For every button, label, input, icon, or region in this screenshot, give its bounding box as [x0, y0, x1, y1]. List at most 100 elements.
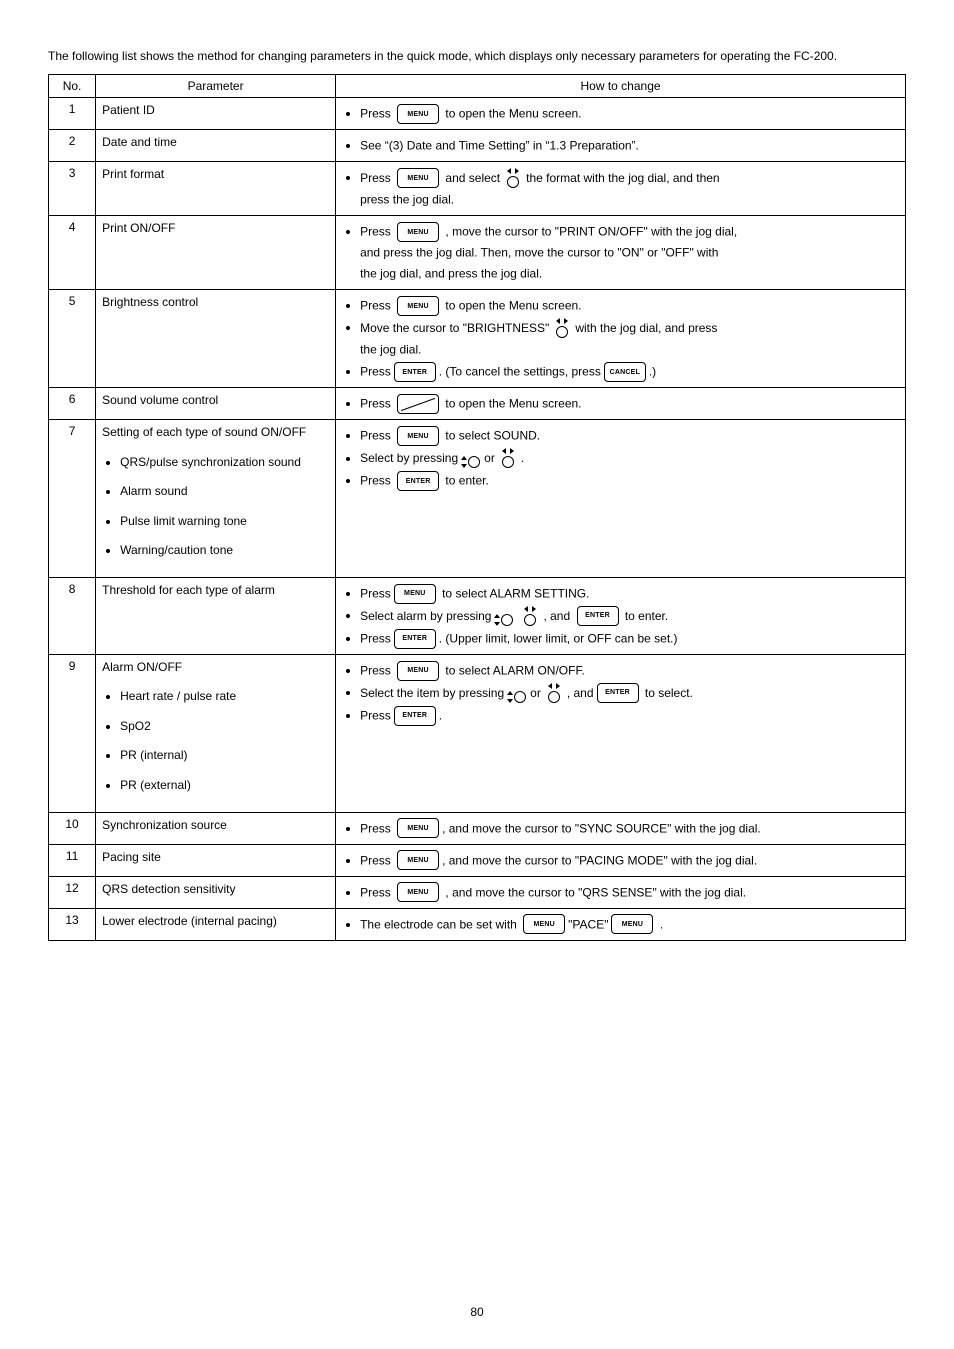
step-text: See “(3) Date and Time Setting” in “1.3 … — [360, 139, 639, 153]
step-item: PressENTER. (Upper limit, lower limit, o… — [360, 628, 899, 649]
step-line: Move the cursor to "BRIGHTNESS"with the … — [360, 317, 899, 339]
step-item: Select the item by pressingor, andENTER … — [360, 682, 899, 704]
step-list: Press MENU , and move the cursor to "QRS… — [342, 882, 899, 903]
parameter-name: Print ON/OFF — [102, 220, 329, 236]
step-line: and press the jog dial. Then, move the c… — [360, 242, 899, 263]
step-line: Press MENU , move the cursor to "PRINT O… — [360, 221, 899, 242]
step-line: Select alarm by pressing, and ENTER to e… — [360, 605, 899, 627]
table-row: 11 Pacing site Press MENU, and move the cu… — [49, 844, 906, 876]
step-line: PressENTER. — [360, 705, 899, 726]
row-parameter: Print ON/OFF — [96, 216, 336, 290]
key-menu-icon: MENU — [397, 426, 439, 446]
step-item: Press MENU to open the Menu screen. — [360, 103, 899, 124]
key-menu-icon: MENU — [397, 850, 439, 870]
table-row: 6Sound volume controlPress to open the M… — [49, 388, 906, 420]
step-text: Select by pressing — [360, 451, 458, 465]
step-item: Press MENU to open the Menu screen. — [360, 295, 899, 316]
row-number: 7 — [49, 420, 96, 578]
step-text: Press — [360, 171, 394, 185]
key-menu-icon: MENU — [394, 584, 436, 604]
parameter-subitem: QRS/pulse synchronization sound — [120, 455, 329, 471]
key-enter-icon: ENTER — [577, 606, 619, 626]
step-text: .) — [649, 365, 656, 379]
row-parameter: Date and time — [96, 130, 336, 162]
row-parameter: Alarm ON/OFFHeart rate / pulse rateSpO2P… — [96, 654, 336, 812]
step-text: Press — [360, 299, 394, 313]
row-number: 11 — [49, 844, 96, 876]
step-item: Press to open the Menu screen. — [360, 393, 899, 414]
parameter-name: Patient ID — [102, 102, 329, 118]
step-item: See “(3) Date and Time Setting” in “1.3 … — [360, 135, 899, 156]
key-menu-icon: MENU — [397, 882, 439, 902]
step-line: See “(3) Date and Time Setting” in “1.3 … — [360, 135, 899, 156]
step-line: Press MENU, and move the cursor to "PACI… — [360, 850, 899, 871]
step-text: Press — [360, 664, 394, 678]
step-text: Press — [360, 397, 394, 411]
step-text: The electrode can be set with — [360, 917, 520, 931]
key-menu-icon: MENU — [397, 168, 439, 188]
step-text: to enter. — [442, 474, 489, 488]
jog-dial-icon — [552, 317, 572, 339]
step-text: Press — [360, 821, 394, 835]
key-enter-icon: ENTER — [397, 471, 439, 491]
parameter-name: Synchronization source — [102, 817, 329, 833]
row-howto: Press MENU and selectthe format with the… — [336, 162, 906, 216]
step-text: to select SOUND. — [442, 429, 540, 443]
jog-dial-icon — [544, 682, 564, 704]
step-text: Press — [360, 474, 394, 488]
step-text: and select — [442, 171, 500, 185]
row-parameter: Patient ID — [96, 98, 336, 130]
parameter-name: Threshold for each type of alarm — [102, 582, 329, 598]
step-list: PressMENU to select ALARM SETTING. Select… — [342, 583, 899, 649]
step-list: Press MENU , move the cursor to "PRINT O… — [342, 221, 899, 284]
key-enter-icon: ENTER — [394, 629, 436, 649]
row-howto: Press to open the Menu screen. — [336, 388, 906, 420]
row-number: 12 — [49, 876, 96, 908]
step-item: PressENTER. — [360, 705, 899, 726]
step-text: . — [521, 451, 524, 465]
step-list: Press MENU to select SOUND.Select by pre… — [342, 425, 899, 491]
step-line: Press MENU and selectthe format with the… — [360, 167, 899, 189]
key-enter-icon: ENTER — [597, 683, 639, 703]
parameter-name: Lower electrode (internal pacing) — [102, 913, 329, 929]
table-row: 3Print formatPress MENU and selectthe fo… — [49, 162, 906, 216]
row-parameter: Sound volume control — [96, 388, 336, 420]
table-row: 7Setting of each type of sound ON/OFFQRS… — [49, 420, 906, 578]
table-row: 8Threshold for each type of alarmPressME… — [49, 577, 906, 654]
step-item: Select by pressingor. — [360, 447, 899, 469]
step-text: to select ALARM ON/OFF. — [442, 664, 585, 678]
step-text: the jog dial. — [360, 343, 421, 357]
step-text: , and move the cursor to "SYNC SOURCE" w… — [442, 821, 761, 835]
row-parameter: Brightness control — [96, 290, 336, 388]
step-text: to open the Menu screen. — [442, 107, 581, 121]
step-item: Press MENU, and move the cursor to "SYNC… — [360, 818, 899, 839]
row-howto: Press MENU, and move the cursor to "PACI… — [336, 844, 906, 876]
step-item: Press MENU , and move the cursor to "QRS… — [360, 882, 899, 903]
row-number: 4 — [49, 216, 96, 290]
step-text: Press — [360, 365, 391, 379]
row-howto: Press MENU , move the cursor to "PRINT O… — [336, 216, 906, 290]
step-text: Press — [360, 587, 391, 601]
step-text: "PACE" — [568, 917, 608, 931]
step-text: to select. — [642, 686, 693, 700]
step-item: Select alarm by pressing, and ENTER to e… — [360, 605, 899, 627]
key-menu-icon: MENU — [611, 914, 653, 934]
row-number: 10 — [49, 812, 96, 844]
row-howto: Press MENU , and move the cursor to "QRS… — [336, 876, 906, 908]
row-number: 13 — [49, 908, 96, 940]
table-row: 5Brightness controlPress MENU to open th… — [49, 290, 906, 388]
table-header-row: No. Parameter How to change — [49, 75, 906, 98]
step-text: to select ALARM SETTING. — [439, 587, 590, 601]
col-param: Parameter — [96, 75, 336, 98]
table-row: 2Date and timeSee “(3) Date and Time Set… — [49, 130, 906, 162]
nudge-icon — [494, 605, 514, 627]
step-line: Press MENU to select SOUND. — [360, 425, 899, 446]
step-item: Press MENU, and move the cursor to "PACI… — [360, 850, 899, 871]
step-line: Press MENU, and move the cursor to "SYNC… — [360, 818, 899, 839]
step-text: Press — [360, 225, 394, 239]
parameter-name: Pacing site — [102, 849, 329, 865]
table-row: 4 Print ON/OFF Press MENU , move the curso… — [49, 216, 906, 290]
step-list: Press MENU, and move the cursor to "PACI… — [342, 850, 899, 871]
parameter-subitem: PR (external) — [120, 778, 329, 794]
step-text: to open the Menu screen. — [442, 299, 581, 313]
